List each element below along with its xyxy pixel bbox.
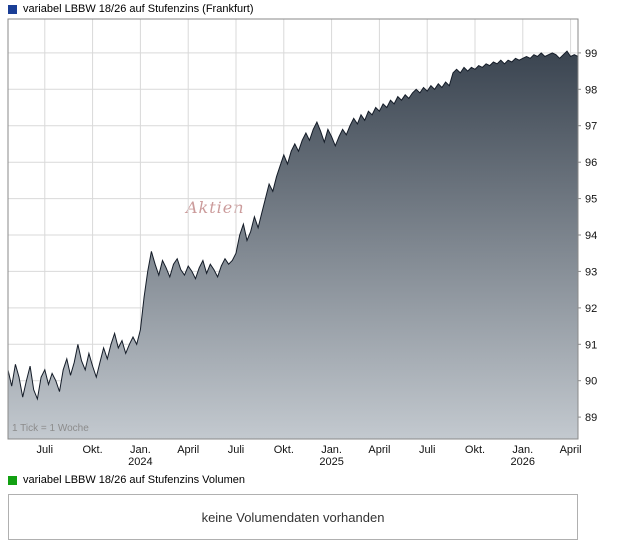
y-axis-label: 94 — [585, 230, 597, 242]
x-axis-label: Okt. — [465, 444, 485, 456]
x-axis-label: Okt. — [274, 444, 294, 456]
y-axis-label: 98 — [585, 84, 597, 96]
y-axis-label: 89 — [585, 412, 597, 424]
y-axis-label: 99 — [585, 48, 597, 60]
x-axis-label: Okt. — [83, 444, 103, 456]
y-axis-label: 95 — [585, 194, 597, 206]
x-axis-label: April — [560, 444, 582, 456]
y-axis-label: 90 — [585, 376, 597, 388]
y-axis-label: 92 — [585, 303, 597, 315]
y-axis-label: 91 — [585, 339, 597, 351]
x-axis-label: April — [177, 444, 199, 456]
price-area-fill — [8, 51, 578, 439]
price-line — [7, 50, 579, 401]
watermark: Aktien — [184, 198, 245, 217]
tick-note: 1 Tick = 1 Woche — [12, 423, 89, 434]
price-legend: variabel LBBW 18/26 auf Stufenzins (Fran… — [0, 0, 620, 15]
x-axis-label: Juli — [228, 444, 245, 456]
y-axis-label: 96 — [585, 157, 597, 169]
price-legend-swatch — [8, 4, 17, 14]
x-axis-year-label: 2025 — [319, 456, 343, 468]
volume-legend-swatch — [8, 475, 17, 485]
x-axis-label: Juli — [37, 444, 54, 456]
x-axis-label: April — [368, 444, 390, 456]
price-legend-label: variabel LBBW 18/26 auf Stufenzins (Fran… — [23, 3, 254, 15]
x-axis-year-label: 2024 — [128, 456, 152, 468]
y-axis-label: 97 — [585, 121, 597, 133]
x-axis-label: Jan. — [130, 444, 151, 456]
volume-legend: variabel LBBW 18/26 auf Stufenzins Volum… — [0, 473, 620, 487]
volume-empty-message: keine Volumendaten vorhanden — [201, 509, 385, 525]
x-axis-year-label: 2026 — [511, 456, 535, 468]
price-chart: Aktien 1 Tick = 1 Woche 89 90 91 92 93 94 95 96 97… — [7, 18, 597, 468]
volume-empty-box: keine Volumendaten vorhanden — [8, 494, 578, 540]
x-axis-label: Juli — [419, 444, 436, 456]
x-axis-label: Jan. — [512, 444, 533, 456]
volume-legend-label: variabel LBBW 18/26 auf Stufenzins Volum… — [23, 474, 245, 486]
y-axis-label: 93 — [585, 266, 597, 278]
x-axis-label: Jan. — [321, 444, 342, 456]
